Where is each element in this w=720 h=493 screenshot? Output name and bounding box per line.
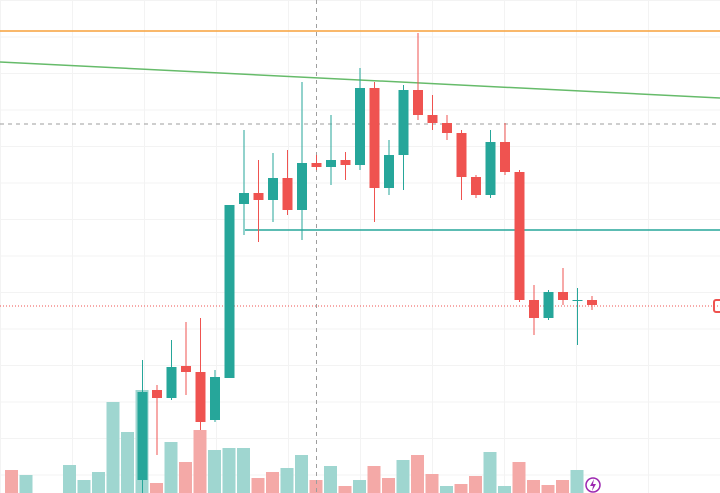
- candle-body: [297, 163, 307, 210]
- candle-body: [239, 193, 249, 204]
- candle-body: [311, 163, 322, 167]
- volume-layer: [5, 390, 584, 493]
- volume-bar: [179, 462, 192, 493]
- candle-body: [268, 178, 278, 200]
- volume-bar: [237, 448, 250, 493]
- candle-body: [398, 90, 409, 155]
- volume-bar: [512, 462, 526, 493]
- candle-body: [514, 172, 525, 300]
- volume-bar: [309, 480, 323, 493]
- volume-bar: [498, 486, 511, 493]
- volume-bar: [367, 466, 381, 493]
- candle-body: [456, 133, 467, 177]
- volume-bar: [411, 455, 424, 493]
- volume-bar: [338, 486, 352, 493]
- volume-bar: [295, 455, 308, 493]
- candle-body: [152, 390, 162, 398]
- volume-bar: [396, 460, 410, 493]
- volume-bar: [77, 480, 91, 493]
- candle-body: [355, 88, 365, 165]
- lightning-icon[interactable]: [585, 477, 601, 493]
- volume-bar: [193, 430, 207, 493]
- volume-bar: [106, 402, 120, 493]
- volume-bar: [353, 480, 366, 493]
- volume-bar: [527, 480, 540, 493]
- volume-bar: [63, 465, 76, 493]
- volume-bar: [556, 480, 569, 493]
- candle-body: [572, 300, 583, 301]
- candle-body: [558, 292, 568, 300]
- volume-bar: [266, 472, 279, 493]
- candle-body: [442, 123, 452, 133]
- candle-body: [210, 377, 220, 420]
- candle-body: [500, 142, 510, 172]
- volume-bar: [541, 485, 555, 493]
- volume-bar: [5, 470, 18, 493]
- candle-body: [282, 178, 293, 210]
- volume-bar: [469, 476, 482, 493]
- volume-bar: [280, 468, 294, 493]
- volume-bar: [483, 452, 497, 493]
- candle-body: [471, 177, 481, 195]
- volume-bar: [92, 472, 105, 493]
- candle-body: [253, 193, 264, 200]
- candle-body: [224, 205, 235, 378]
- volume-bar: [164, 442, 178, 493]
- candle-body: [384, 155, 394, 188]
- volume-bar: [208, 450, 221, 493]
- candle-body: [369, 88, 380, 188]
- volume-bar: [454, 484, 468, 493]
- candle-body: [543, 292, 554, 318]
- volume-bar: [19, 475, 33, 493]
- candle-body: [485, 142, 496, 195]
- candle-body: [181, 366, 191, 372]
- volume-bar: [222, 448, 236, 493]
- volume-bar: [324, 466, 337, 493]
- volume-bar: [251, 478, 265, 493]
- candle-body: [166, 367, 177, 398]
- volume-bar: [570, 470, 584, 493]
- volume-bar: [121, 432, 134, 493]
- price-marker: [713, 299, 720, 313]
- candle-body: [137, 392, 148, 480]
- candle-body: [529, 300, 539, 318]
- candle-layer: [137, 33, 597, 493]
- candle-body: [340, 160, 351, 165]
- volume-bar: [382, 478, 395, 493]
- volume-bar: [440, 486, 453, 493]
- candle-body: [427, 115, 438, 123]
- candle-body: [326, 160, 336, 167]
- candle-body: [587, 300, 597, 305]
- volume-bar: [150, 483, 163, 493]
- candle-body: [413, 90, 423, 115]
- candle-body: [195, 372, 206, 422]
- volume-bar: [425, 474, 439, 493]
